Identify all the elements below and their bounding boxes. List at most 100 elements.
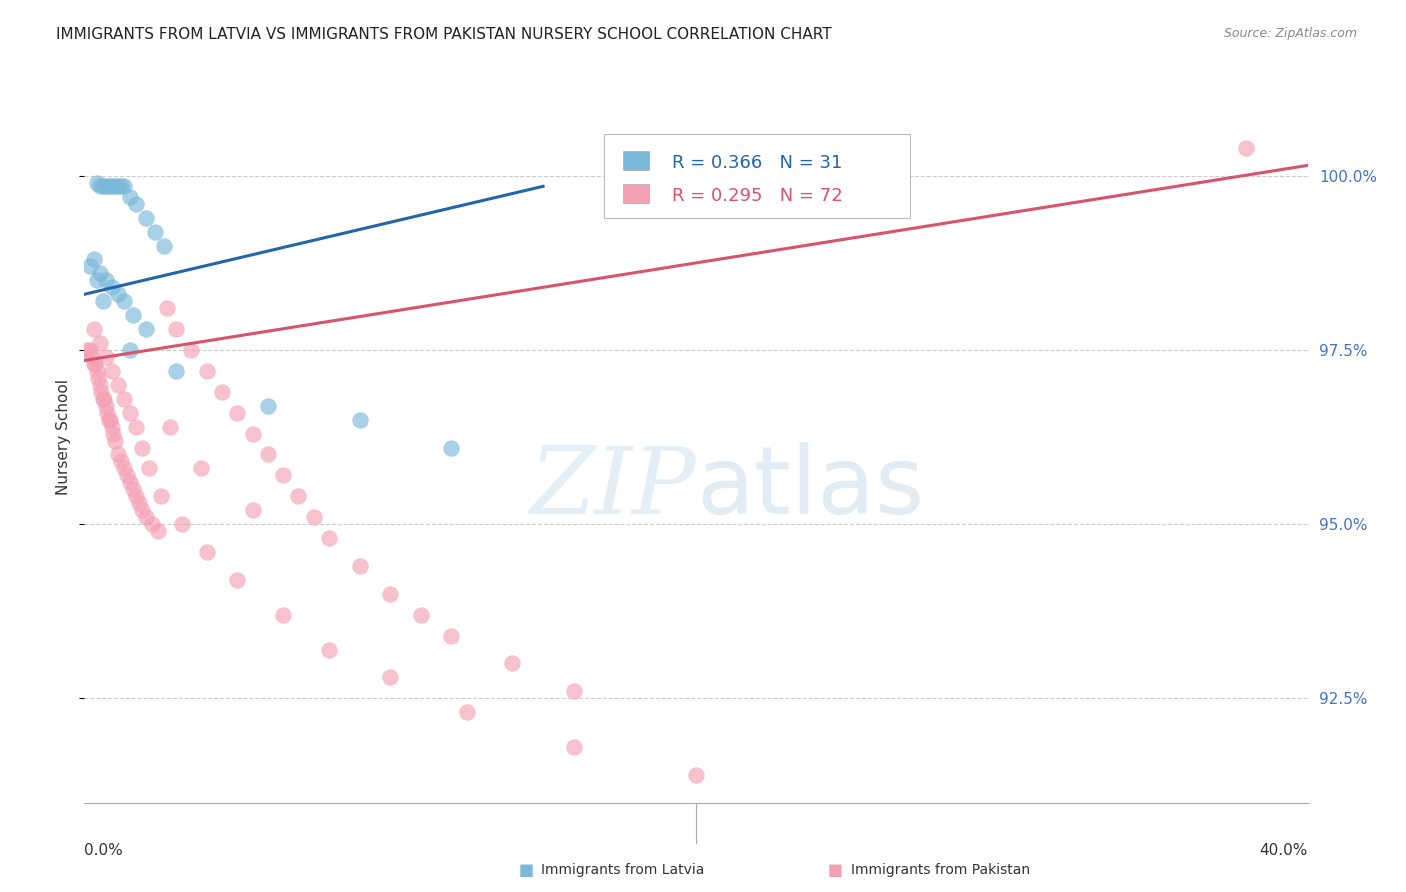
- Point: [135, 211, 157, 225]
- Point: [120, 406, 142, 420]
- Text: ▪: ▪: [827, 858, 844, 881]
- Point: [349, 412, 371, 426]
- Point: [94, 350, 117, 364]
- Text: Immigrants from Pakistan: Immigrants from Pakistan: [851, 863, 1029, 877]
- Point: [138, 461, 160, 475]
- Text: 0.0%: 0.0%: [84, 843, 124, 858]
- Point: [195, 545, 218, 559]
- Point: [349, 558, 371, 573]
- Point: [89, 377, 111, 392]
- Point: [101, 364, 124, 378]
- Point: [79, 260, 101, 274]
- Point: [83, 252, 105, 267]
- Point: [146, 524, 169, 538]
- Point: [104, 179, 127, 194]
- Text: atlas: atlas: [696, 442, 924, 534]
- Point: [143, 225, 166, 239]
- Point: [128, 496, 150, 510]
- Point: [89, 179, 111, 194]
- Point: [135, 322, 157, 336]
- Text: Source: ZipAtlas.com: Source: ZipAtlas.com: [1223, 27, 1357, 40]
- Text: IMMIGRANTS FROM LATVIA VS IMMIGRANTS FROM PAKISTAN NURSERY SCHOOL CORRELATION CH: IMMIGRANTS FROM LATVIA VS IMMIGRANTS FRO…: [56, 27, 832, 42]
- Point: [195, 364, 218, 378]
- Point: [89, 266, 111, 280]
- Point: [93, 392, 115, 406]
- Point: [131, 503, 153, 517]
- Point: [318, 642, 340, 657]
- Point: [257, 448, 280, 462]
- Point: [302, 510, 325, 524]
- Point: [125, 419, 148, 434]
- Point: [271, 607, 294, 622]
- Point: [94, 179, 117, 194]
- Point: [112, 179, 135, 194]
- Point: [96, 406, 118, 420]
- Point: [165, 322, 187, 336]
- Point: [502, 657, 524, 671]
- Point: [172, 517, 194, 532]
- Text: Immigrants from Latvia: Immigrants from Latvia: [541, 863, 704, 877]
- Point: [156, 301, 179, 316]
- Point: [112, 294, 135, 309]
- Text: ▪: ▪: [517, 858, 534, 881]
- Point: [1236, 141, 1258, 155]
- Point: [226, 406, 249, 420]
- Point: [89, 336, 111, 351]
- Point: [86, 176, 108, 190]
- Point: [84, 357, 107, 371]
- Point: [456, 705, 478, 719]
- Y-axis label: Nursery School: Nursery School: [56, 379, 72, 495]
- Point: [409, 607, 432, 622]
- Point: [562, 684, 585, 698]
- Point: [83, 357, 105, 371]
- Point: [79, 343, 101, 357]
- Point: [380, 670, 402, 684]
- FancyBboxPatch shape: [605, 134, 910, 218]
- Text: 40.0%: 40.0%: [1260, 843, 1308, 858]
- Point: [86, 273, 108, 287]
- Point: [98, 412, 121, 426]
- Point: [211, 384, 233, 399]
- Point: [380, 587, 402, 601]
- Point: [125, 196, 148, 211]
- Point: [107, 377, 129, 392]
- Point: [112, 461, 135, 475]
- Point: [103, 426, 125, 441]
- Text: R = 0.366   N = 31: R = 0.366 N = 31: [672, 153, 842, 172]
- Point: [131, 441, 153, 455]
- Point: [685, 768, 707, 782]
- Point: [120, 475, 142, 490]
- Point: [141, 517, 163, 532]
- Point: [110, 454, 132, 468]
- Point: [83, 322, 105, 336]
- Point: [271, 468, 294, 483]
- Point: [107, 287, 129, 301]
- Point: [125, 489, 148, 503]
- Point: [318, 531, 340, 545]
- Point: [86, 364, 108, 378]
- Point: [90, 384, 112, 399]
- FancyBboxPatch shape: [623, 151, 650, 170]
- Point: [91, 294, 114, 309]
- Text: R = 0.295   N = 72: R = 0.295 N = 72: [672, 186, 842, 204]
- FancyBboxPatch shape: [623, 184, 650, 203]
- Point: [135, 510, 157, 524]
- Point: [242, 426, 264, 441]
- Point: [159, 419, 181, 434]
- Point: [120, 190, 142, 204]
- Point: [101, 179, 124, 194]
- Point: [440, 441, 463, 455]
- Point: [94, 399, 117, 413]
- Point: [242, 503, 264, 517]
- Point: [101, 419, 124, 434]
- Point: [257, 399, 280, 413]
- Point: [76, 343, 98, 357]
- Text: ZIP: ZIP: [529, 443, 696, 533]
- Point: [80, 350, 103, 364]
- Point: [91, 179, 114, 194]
- Point: [91, 392, 114, 406]
- Point: [287, 489, 309, 503]
- Point: [226, 573, 249, 587]
- Point: [153, 238, 176, 252]
- Point: [107, 179, 129, 194]
